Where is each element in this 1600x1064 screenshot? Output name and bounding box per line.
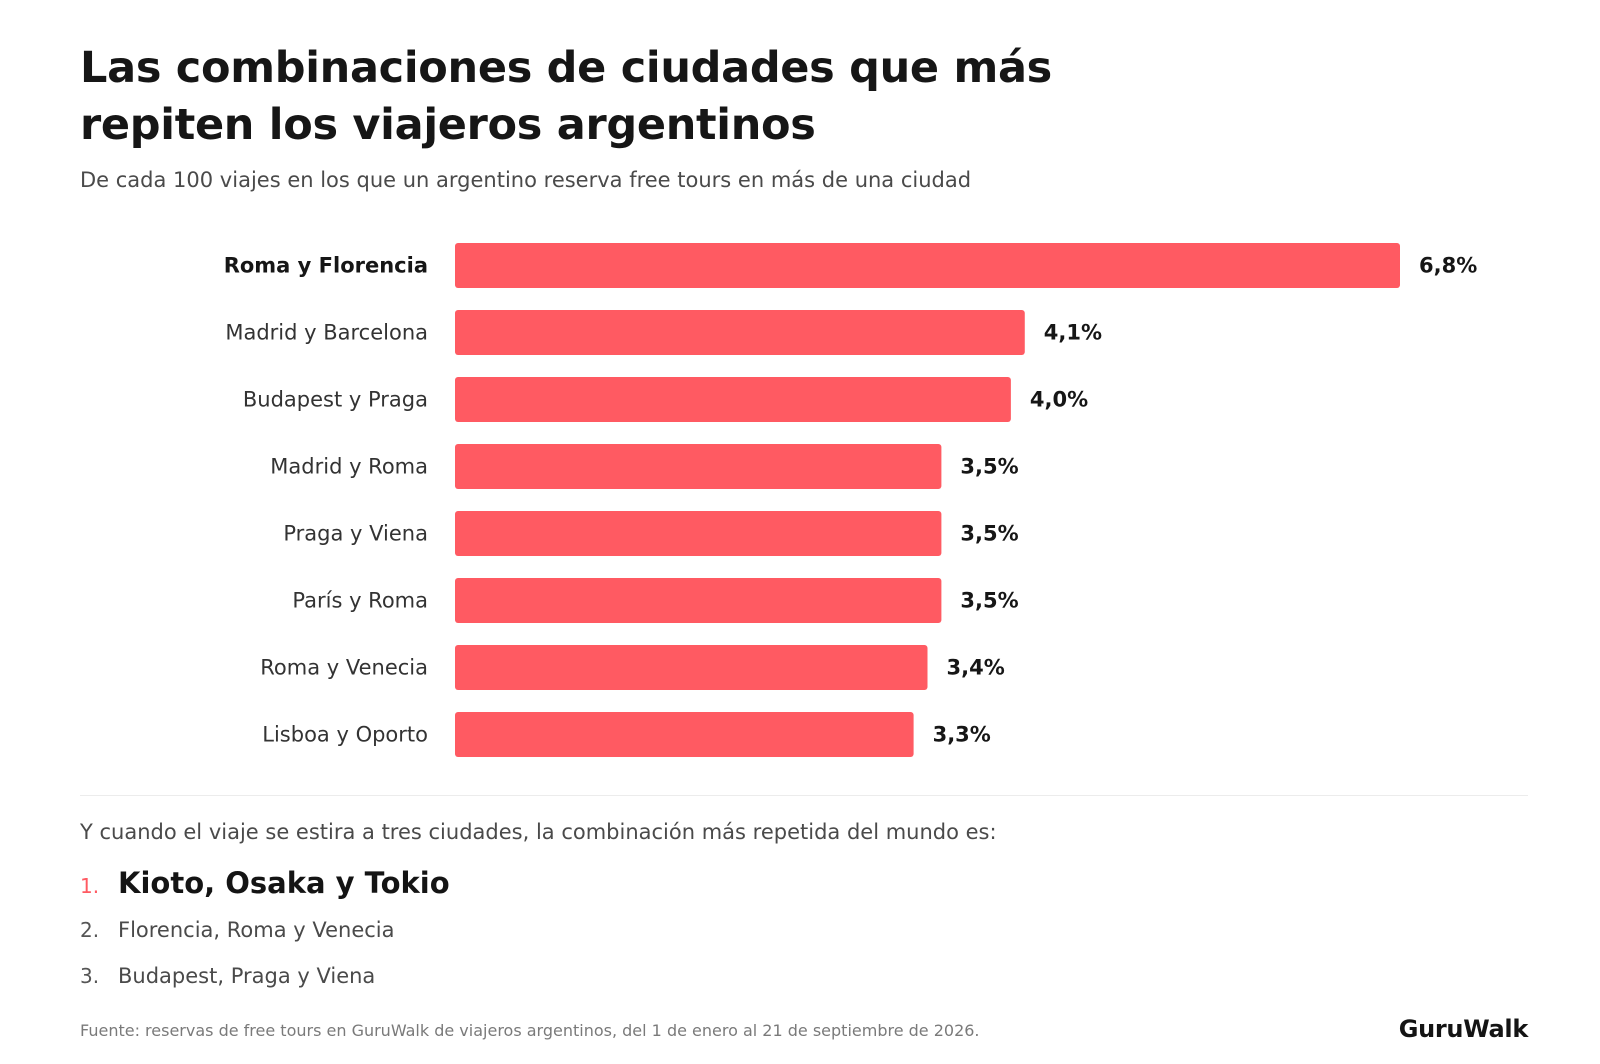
ranking-number: 3.	[80, 964, 100, 988]
value-label: 4,1%	[1044, 321, 1102, 345]
bar	[455, 377, 1011, 422]
category-label: Budapest y Praga	[243, 388, 428, 412]
bar	[455, 310, 1025, 355]
ranking-label: Budapest, Praga y Viena	[118, 964, 376, 988]
three-cities-intro: Y cuando el viaje se estira a tres ciuda…	[80, 820, 997, 844]
three-cities-ranking: 1. Kioto, Osaka y Tokio 2. Florencia, Ro…	[80, 866, 450, 1010]
bar	[455, 243, 1400, 288]
category-label: Madrid y Barcelona	[225, 321, 428, 345]
category-label: Roma y Florencia	[224, 254, 428, 278]
section-divider	[80, 795, 1528, 796]
source-note: Fuente: reservas de free tours en GuruWa…	[80, 1021, 980, 1040]
value-label: 3,5%	[960, 589, 1018, 613]
value-label: 3,5%	[960, 455, 1018, 479]
ranking-label: Kioto, Osaka y Tokio	[118, 866, 450, 900]
bar-chart: Roma y Florencia 6,8% Madrid y Barcelona 4,…	[224, 243, 1477, 757]
bar	[455, 444, 942, 489]
value-label: 3,5%	[960, 522, 1018, 546]
ranking-number: 2.	[80, 918, 100, 942]
value-label: 4,0%	[1030, 388, 1088, 412]
ranking-label: Florencia, Roma y Venecia	[118, 918, 395, 942]
category-label: París y Roma	[292, 589, 428, 613]
value-label: 6,8%	[1419, 254, 1477, 278]
bar	[455, 578, 942, 623]
bar	[455, 645, 928, 690]
category-label: Lisboa y Oporto	[262, 723, 428, 747]
category-label: Madrid y Roma	[270, 455, 428, 479]
chart-subtitle: De cada 100 viajes en los que un argenti…	[80, 168, 972, 192]
chart-title: Las combinaciones de ciudades que más re…	[80, 43, 1052, 150]
bar	[455, 712, 914, 757]
value-label: 3,4%	[947, 656, 1005, 680]
ranking-number: 1.	[80, 874, 100, 898]
ranking-item: 3. Budapest, Praga y Viena	[80, 964, 450, 1010]
category-label: Praga y Viena	[283, 522, 428, 546]
value-label: 3,3%	[933, 723, 991, 747]
brand-logo: GuruWalk	[1398, 1015, 1529, 1043]
bar	[455, 511, 942, 556]
ranking-item: 2. Florencia, Roma y Venecia	[80, 918, 450, 964]
category-label: Roma y Venecia	[260, 656, 428, 680]
ranking-item: 1. Kioto, Osaka y Tokio	[80, 866, 450, 918]
